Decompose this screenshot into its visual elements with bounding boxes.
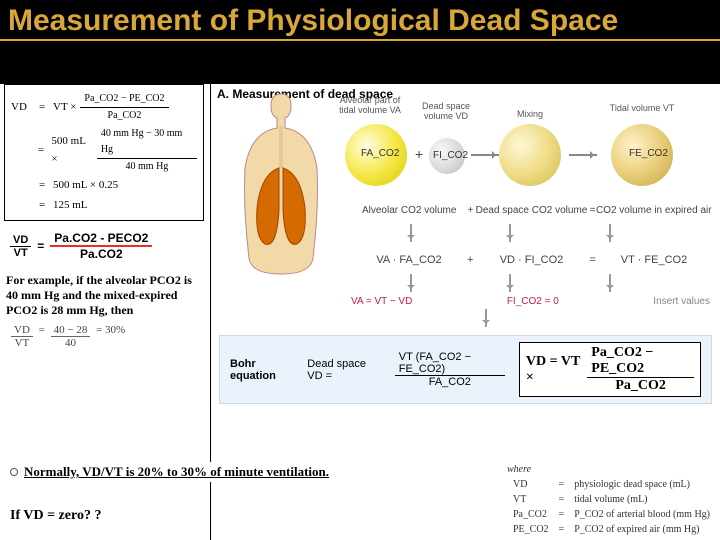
mini-equation: VDVT = 40 − 2840 = 30% xyxy=(4,324,204,349)
example-text: For example, if the alveolar PCO2 is 40 … xyxy=(4,271,204,320)
where-legend: where VD=physiologic dead space (mL) VT=… xyxy=(507,463,716,538)
volumes-formula-row: VA · FA_CO2 + VD · FI_CO2 = VT · FE_CO2 xyxy=(211,244,720,274)
bullet-icon xyxy=(10,468,18,476)
question-text: If VD = zero? ? xyxy=(6,506,105,526)
gas-spheres-row: Alveolar part of tidal volume VA Dead sp… xyxy=(211,104,720,194)
page-title: Measurement of Physiological Dead Space xyxy=(0,0,720,41)
faco2-label: FA_CO2 xyxy=(361,148,399,159)
ratio-formula: VD VT = Pa.CO2 - PECO2 Pa.CO2 xyxy=(4,227,204,265)
down-arrow-icon xyxy=(485,309,487,327)
fico2-label: FI_CO2 xyxy=(433,150,468,161)
calc-lhs: VD xyxy=(11,99,39,117)
down-arrow-icon xyxy=(609,274,611,292)
content-area: VD = VT × Pa_CO2 − PE_CO2 Pa_CO2 = 500 m… xyxy=(0,84,720,540)
sphere-mixing xyxy=(499,124,561,186)
down-arrow-icon xyxy=(609,224,611,242)
down-arrow-icon xyxy=(509,224,511,242)
arrow-row-3 xyxy=(211,309,720,329)
bohr-label: Bohr equation xyxy=(230,358,293,382)
bohr-right-formula: VD = VT × Pa_CO2 − PE_CO2 Pa_CO2 xyxy=(519,342,701,397)
arrow-icon xyxy=(471,154,499,156)
label-tidal: Tidal volume VT xyxy=(607,104,677,114)
normal-range-note: Normally, VD/VT is 20% to 30% of minute … xyxy=(6,462,426,482)
feco2-label: FE_CO2 xyxy=(629,148,668,159)
where-table: VD=physiologic dead space (mL) VT=tidal … xyxy=(507,476,716,538)
left-column: VD = VT × Pa_CO2 − PE_CO2 Pa_CO2 = 500 m… xyxy=(4,84,204,349)
label-dead: Dead space volume VD xyxy=(411,102,481,122)
insert-values-row: VA = VT − VD FI_CO2 = 0 Insert values xyxy=(211,294,720,309)
label-mixing: Mixing xyxy=(495,110,565,120)
label-alveolar: Alveolar part of tidal volume VA xyxy=(335,96,405,116)
down-arrow-icon xyxy=(410,224,412,242)
volumes-text-row: Alveolar CO2 volume + Dead space CO2 vol… xyxy=(211,194,720,224)
down-arrow-icon xyxy=(509,274,511,292)
down-arrow-icon xyxy=(410,274,412,292)
worked-calc-box: VD = VT × Pa_CO2 − PE_CO2 Pa_CO2 = 500 m… xyxy=(4,84,204,221)
bohr-equation-box: Bohr equation Dead space VD = VT (FA_CO2… xyxy=(219,335,712,404)
arrow-icon xyxy=(569,154,597,156)
